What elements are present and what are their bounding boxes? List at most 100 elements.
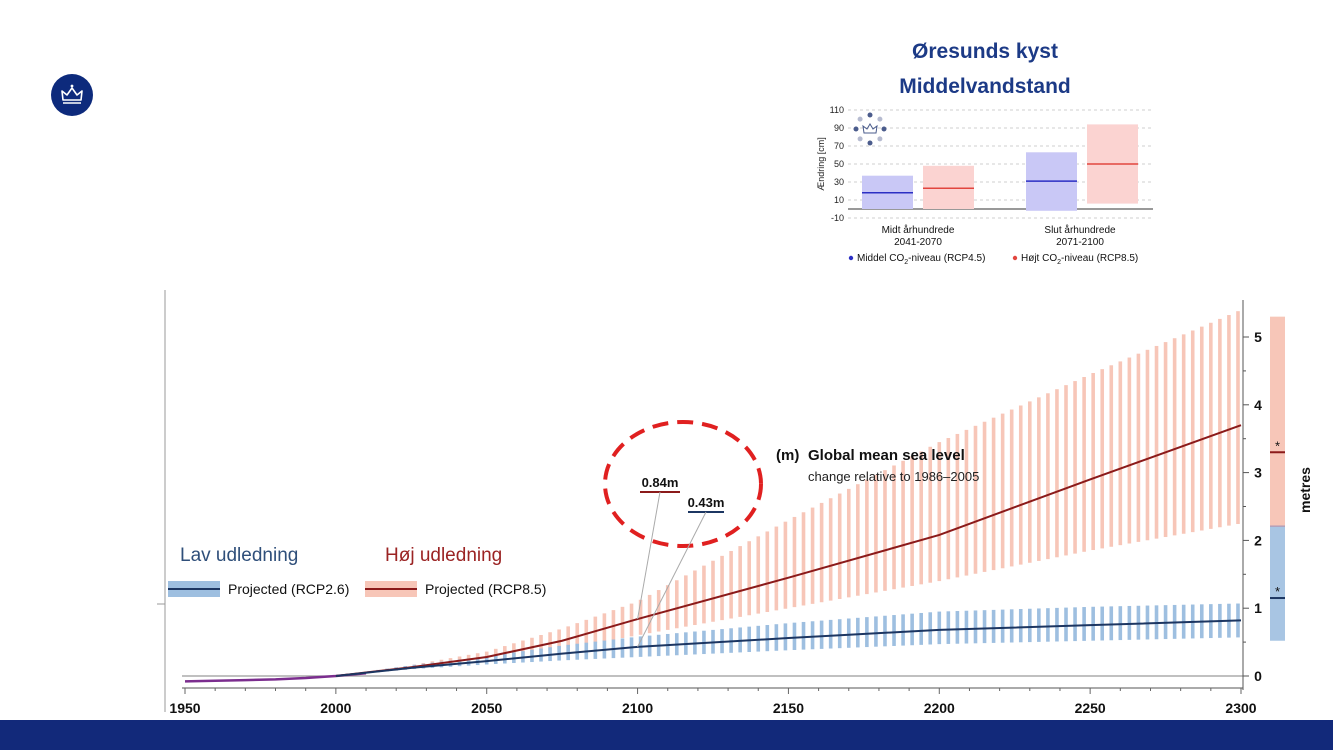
rcp26-uncertainty-strip [865,617,869,648]
rcp85-uncertainty-strip [1172,338,1177,536]
rcp85-uncertainty-strip [1091,373,1095,551]
rcp85-uncertainty-strip [539,634,543,653]
rcp85-uncertainty-strip [955,433,960,578]
rcp85-uncertainty-strip [973,425,978,574]
rcp85-uncertainty-strip [1154,345,1159,539]
rcp85-uncertainty-strip [801,512,806,606]
rcp85-uncertainty-strip [819,502,824,603]
rcp85-uncertainty-strip [910,456,914,586]
legend-rcp26-label: Projected (RCP2.6) [228,581,349,597]
y-tick-label: 2 [1254,532,1262,548]
x-tick-label: 2000 [320,700,351,716]
x-tick-label: 2250 [1075,700,1106,716]
rcp85-uncertainty-strip [1181,334,1186,534]
rcp26-uncertainty-strip [1118,606,1123,641]
y-axis-label: metres [1297,467,1313,513]
small-logo-dot [881,126,887,132]
rcp85-side-marker: * [1275,438,1280,453]
chart-subtitle: change relative to 1986–2005 [808,469,979,484]
side-bar-overlap [1270,525,1285,527]
rcp85-uncertainty-strip [557,629,561,650]
rcp85-uncertainty-strip [1009,409,1014,567]
rcp85-uncertainty-strip [756,536,761,614]
small-legend-marker [1012,255,1018,261]
small-logo-crown-icon [862,123,878,134]
rcp85-uncertainty-strip [865,479,869,595]
small-logo-dot [867,140,873,146]
rcp26-uncertainty-strip [1064,607,1068,642]
annotation-rcp85-leader [637,491,661,620]
small-category-label: Midt århundrede [882,224,955,236]
y-tick-label: 3 [1254,465,1262,481]
legend-rcp85-label: Projected (RCP8.5) [425,581,546,597]
rcp85-uncertainty-strip [611,610,616,640]
small-logo-dot [857,116,863,122]
historical-line [184,672,367,683]
series-group-label-low: Lav udledning [180,545,298,566]
rcp85-uncertainty-strip [883,470,887,591]
rcp26-uncertainty-strip [1100,606,1105,641]
rcp85-uncertainty-strip [1100,369,1105,549]
rcp85-uncertainty-strip [711,560,715,622]
annotation-rcp26-value: 0.43m [688,495,725,510]
small-logo-dot [857,136,863,142]
rcp85-uncertainty-strip [684,575,688,627]
rcp26-uncertainty-strip [982,610,987,644]
rcp26-uncertainty-strip [792,622,797,650]
crown-icon [61,84,83,104]
rcp85-uncertainty-strip [512,643,516,657]
rcp85-uncertainty-strip [1082,377,1086,552]
rcp26-uncertainty-strip [1018,609,1023,643]
x-tick-label: 2200 [924,700,955,716]
rcp26-side-bar [1270,525,1285,641]
annotation-rcp26-leader [637,511,707,648]
rcp85-uncertainty-strip [901,460,905,588]
y-tick-label: 1 [1254,600,1262,616]
x-tick-label: 2150 [773,700,804,716]
rcp26-uncertainty-strip [1046,608,1050,642]
small-legend-label: Højt CO2-niveau (RCP8.5) [1021,253,1138,266]
rcp26-uncertainty-strip [801,621,806,650]
rcp85-uncertainty-strip [602,613,607,642]
x-tick-label: 2100 [622,700,653,716]
rcp26-uncertainty-strip [856,617,860,648]
rcp85-uncertainty-strip [1000,413,1005,569]
small-legend-label: Middel CO2-niveau (RCP4.5) [857,253,985,266]
rcp85-uncertainty-strip [1109,365,1114,547]
rcp26-uncertainty-strip [910,613,914,646]
rcp85-uncertainty-strip [665,585,670,630]
rcp85-uncertainty-strip [729,550,733,619]
rcp26-uncertainty-strip [1073,607,1077,642]
rcp85-uncertainty-strip [521,640,525,656]
rcp85-uncertainty-strip [1145,349,1150,541]
chart-title: Global mean sea level [808,447,965,464]
y-tick-label: 0 [1254,668,1262,684]
rcp85-uncertainty-strip [720,555,724,621]
rcp85-uncertainty-strip [1190,330,1195,533]
rcp85-uncertainty-strip [1073,381,1077,554]
rcp26-uncertainty-strip [846,618,851,648]
small-y-axis-label: Ændring [cm] [816,137,826,191]
small-logo-dot [867,112,873,118]
rcp85-uncertainty-strip [747,541,752,616]
rcp26-uncertainty-strip [955,611,960,644]
rcp85-uncertainty-strip [783,521,788,609]
rcp85-uncertainty-strip [656,590,661,632]
rcp26-uncertainty-strip [1028,608,1032,643]
small-y-tick-label: 70 [834,141,844,151]
rcp85-uncertainty-strip [1127,357,1132,544]
rcp85-uncertainty-strip [964,429,969,576]
rcp85-uncertainty-strip [584,619,589,645]
small-range-bar [923,165,974,209]
rcp85-uncertainty-strip [1209,322,1213,529]
rcp85-uncertainty-strip [792,516,797,608]
rcp26-uncertainty-strip [819,620,824,649]
y-tick-label: 5 [1254,329,1262,345]
rcp85-uncertainty-strip [846,488,851,598]
small-y-tick-label: -10 [831,213,844,223]
rcp85-uncertainty-strip [937,442,942,582]
rcp26-uncertainty-strip [1109,606,1114,641]
rcp85-uncertainty-strip [738,546,742,617]
